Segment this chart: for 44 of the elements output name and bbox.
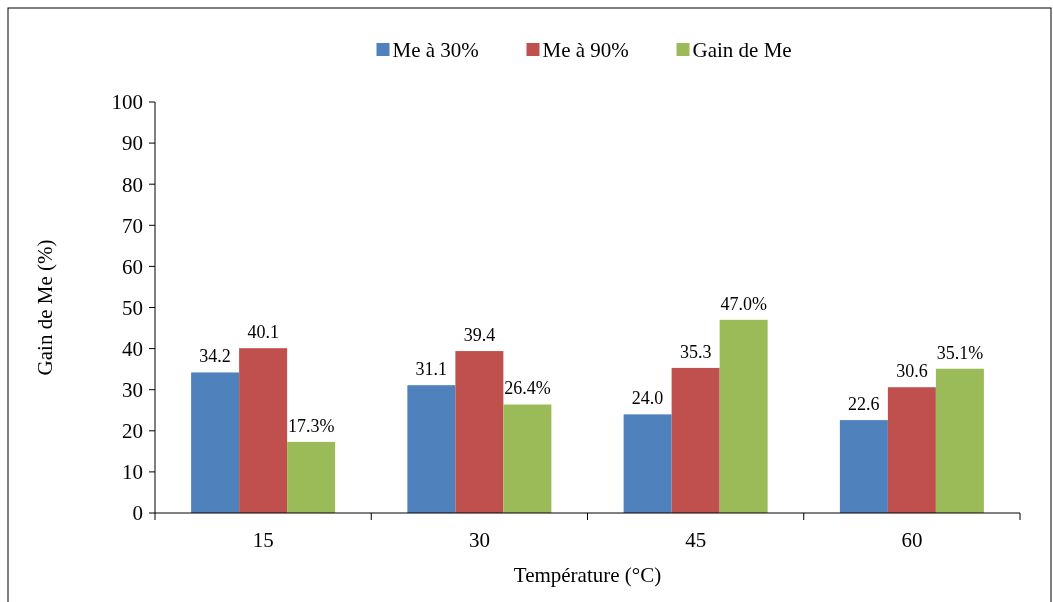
data-label: 35.1% (936, 342, 984, 363)
data-label: 30.6 (896, 361, 928, 382)
bar (623, 414, 672, 513)
data-label: 47.0% (720, 293, 767, 314)
x-tick-label: 45 (685, 528, 707, 552)
bar (719, 319, 768, 513)
legend-label: Me à 30% (392, 38, 479, 63)
bar (287, 441, 336, 513)
y-tick-label: 10 (122, 460, 143, 485)
data-label: 31.1 (415, 359, 448, 380)
data-label: 24.0 (631, 388, 664, 409)
bar (455, 351, 504, 513)
y-tick-label: 100 (111, 90, 143, 115)
x-tick-label: 60 (901, 528, 923, 552)
x-tick-label: 30 (468, 528, 490, 552)
data-label: 35.3 (679, 341, 712, 362)
data-label: 26.4% (504, 378, 551, 399)
y-tick-label: 70 (122, 213, 143, 238)
bar (191, 372, 240, 513)
y-tick-label: 60 (122, 254, 143, 279)
bar (239, 348, 288, 513)
x-axis-title: Température (°C) (513, 563, 662, 587)
bar (887, 387, 936, 513)
legend-label: Me à 90% (542, 38, 629, 63)
y-tick-label: 0 (132, 501, 143, 526)
bar (935, 368, 984, 513)
y-tick-label: 40 (122, 336, 143, 361)
bar (407, 385, 456, 513)
x-tick-label: 15 (252, 528, 274, 552)
data-label: 22.6 (848, 394, 880, 415)
y-tick-label: 90 (122, 131, 143, 156)
data-label: 39.4 (463, 325, 496, 346)
y-tick-label: 20 (122, 419, 143, 444)
bar (503, 404, 552, 513)
legend-label: Gain de Me (692, 38, 792, 63)
y-tick-label: 50 (122, 295, 143, 320)
bar (671, 367, 720, 513)
y-tick-label: 30 (122, 378, 143, 403)
data-label: 40.1 (247, 322, 279, 343)
data-label: 34.2 (199, 346, 231, 367)
data-label: 17.3% (287, 415, 335, 436)
bar (839, 420, 888, 513)
y-tick-label: 80 (122, 172, 143, 197)
y-axis-title: Gain de Me (%) (33, 239, 57, 376)
